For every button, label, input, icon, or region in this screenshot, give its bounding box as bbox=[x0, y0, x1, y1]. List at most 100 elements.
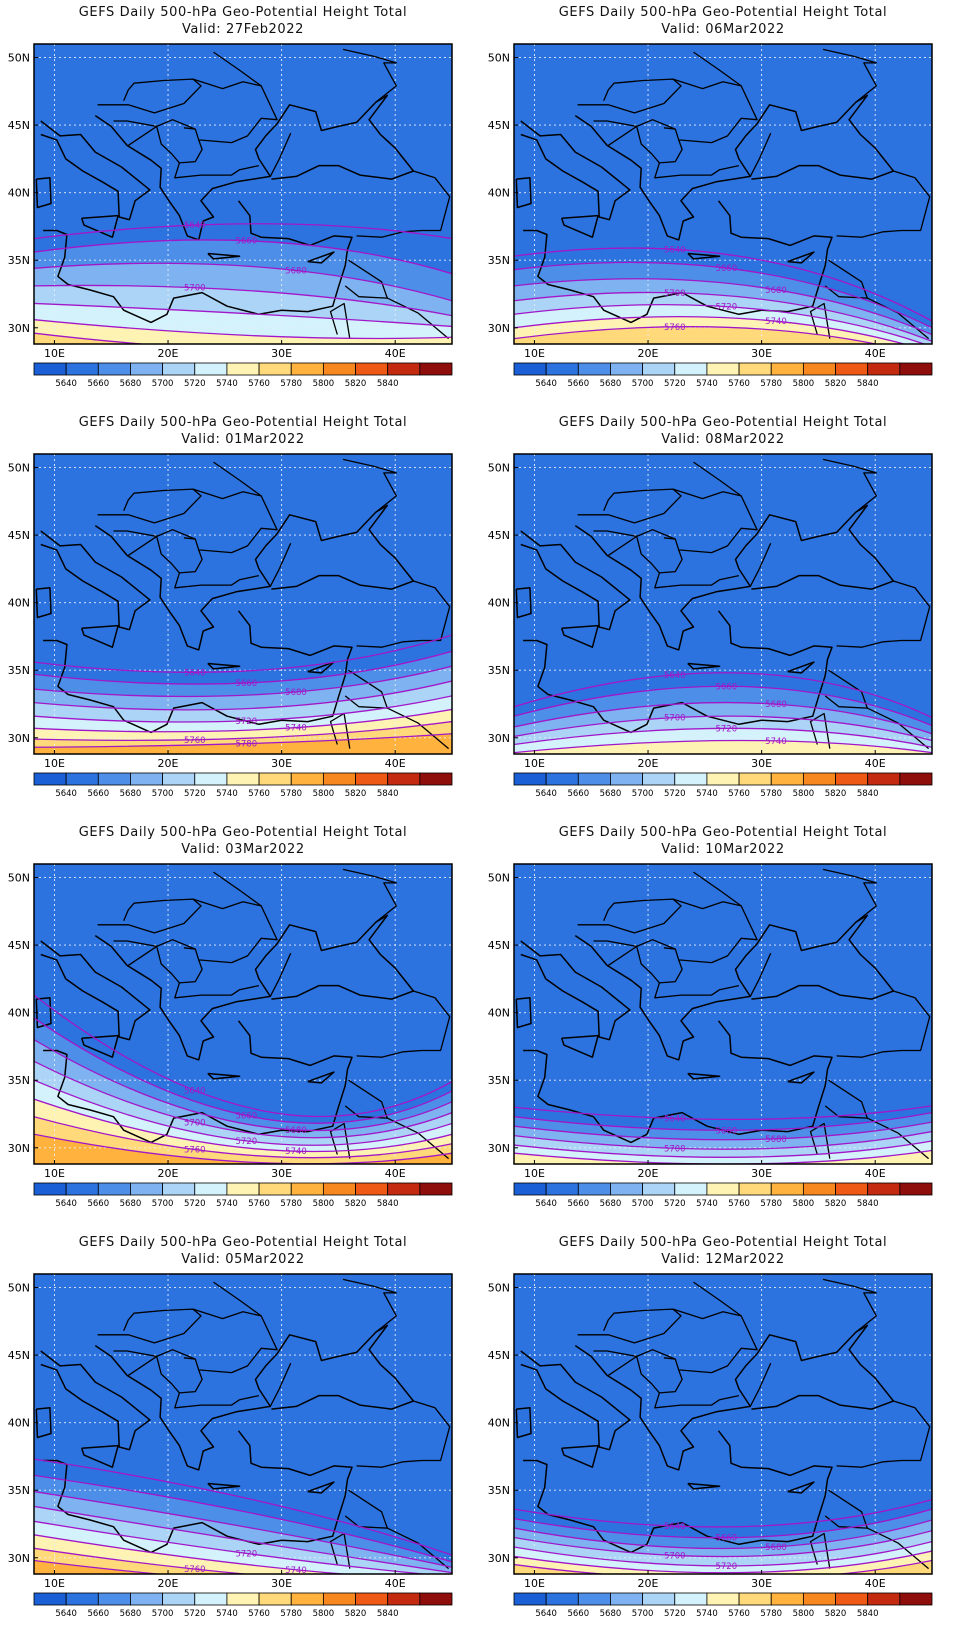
colorbar-label: 5720 bbox=[184, 1609, 206, 1619]
contour-label: 5660 bbox=[715, 1534, 737, 1544]
map-frame bbox=[513, 453, 933, 755]
colorbar-swatch bbox=[899, 1592, 933, 1606]
colorbar-swatch bbox=[642, 772, 676, 786]
colorbar-swatch bbox=[802, 362, 836, 376]
country-border bbox=[269, 952, 292, 997]
colorbar-swatch bbox=[33, 1592, 67, 1606]
colorbar-swatch bbox=[258, 362, 292, 376]
coastline bbox=[515, 997, 532, 1029]
lon-label: 10E bbox=[44, 1167, 65, 1180]
colorbar-label: 5640 bbox=[55, 1609, 77, 1619]
colorbar-label: 5680 bbox=[600, 789, 622, 799]
colorbar-label: 5680 bbox=[600, 1609, 622, 1619]
coastline bbox=[94, 1324, 415, 1471]
country-border bbox=[809, 712, 831, 749]
colorbar-label: 5640 bbox=[55, 789, 77, 799]
contour-line-5700 bbox=[514, 1530, 932, 1558]
contour-label: 5680 bbox=[765, 1543, 787, 1553]
country-border bbox=[97, 78, 202, 114]
country-border bbox=[269, 132, 292, 177]
height-map: 5720 5740 5760 50N 45N 40N 35N 30N 10E 20E 30E 40E 5… bbox=[8, 1273, 453, 1619]
colorbar-label: 5840 bbox=[857, 789, 879, 799]
colorbar-swatch bbox=[355, 362, 389, 376]
map-panel-01mar: GEFS Daily 500-hPa Geo-Potential Height … bbox=[4, 410, 482, 820]
coastline bbox=[787, 251, 815, 264]
country-border bbox=[822, 48, 877, 103]
colorbar-swatch bbox=[162, 362, 196, 376]
country-border bbox=[663, 1308, 758, 1374]
colorbar-label: 5660 bbox=[567, 789, 589, 799]
country-border bbox=[824, 1079, 868, 1119]
contour-label: 5720 bbox=[235, 717, 257, 727]
map-frame bbox=[33, 1273, 453, 1575]
colorbar-label: 5720 bbox=[664, 1609, 686, 1619]
contour-line-5700 bbox=[34, 1060, 452, 1139]
contour-label: 5720 bbox=[715, 724, 737, 734]
contour-line-5740 bbox=[514, 739, 932, 754]
coastline bbox=[523, 1020, 833, 1144]
country-border bbox=[156, 529, 203, 574]
colorbar-swatch bbox=[97, 772, 131, 786]
colorbar-label: 5680 bbox=[600, 1199, 622, 1209]
coastline bbox=[35, 997, 52, 1029]
country-border bbox=[356, 580, 451, 648]
colorbar-label: 5740 bbox=[216, 1199, 238, 1209]
coastline bbox=[560, 624, 599, 648]
country-border bbox=[836, 580, 931, 648]
contour-label: 5740 bbox=[765, 317, 787, 327]
coastline bbox=[307, 251, 335, 264]
colorbar-label: 5780 bbox=[760, 1199, 782, 1209]
country-border bbox=[824, 669, 868, 709]
contour-label: 5640 bbox=[664, 1114, 686, 1124]
colorbar-swatch bbox=[513, 362, 547, 376]
colorbar-swatch bbox=[642, 1592, 676, 1606]
colorbar-swatch bbox=[867, 1182, 901, 1196]
colorbar-swatch bbox=[322, 772, 356, 786]
colorbar-label: 5640 bbox=[55, 379, 77, 389]
colorbar-label: 5840 bbox=[377, 789, 399, 799]
panel-valid-date: Valid: 01Mar2022 bbox=[181, 432, 305, 447]
contour-label: 5660 bbox=[235, 237, 257, 247]
colorbar-swatch bbox=[738, 1182, 772, 1196]
colorbar-swatch bbox=[162, 1592, 196, 1606]
country-border bbox=[213, 1281, 262, 1317]
map-panel-06mar: GEFS Daily 500-hPa Geo-Potential Height … bbox=[484, 0, 962, 410]
coastline bbox=[560, 1034, 599, 1058]
colorbar-label: 5720 bbox=[664, 1199, 686, 1209]
country-border bbox=[749, 952, 772, 997]
country-border bbox=[387, 297, 450, 340]
country-border bbox=[156, 1349, 203, 1394]
lat-label: 30N bbox=[8, 732, 30, 745]
colorbar-swatch bbox=[706, 362, 740, 376]
panel-title: GEFS Daily 500-hPa Geo-Potential Height … bbox=[558, 1235, 888, 1250]
contour-label: 5740 bbox=[285, 1566, 307, 1576]
lon-label: 10E bbox=[524, 1577, 545, 1590]
colorbar-swatch bbox=[867, 772, 901, 786]
colorbar-swatch bbox=[577, 1592, 611, 1606]
contour-label: 5760 bbox=[184, 1565, 206, 1575]
colorbar-swatch bbox=[419, 362, 453, 376]
map-panel-08mar: GEFS Daily 500-hPa Geo-Potential Height … bbox=[484, 410, 962, 820]
contour-label: 5680 bbox=[285, 266, 307, 276]
height-map: 5640 5660 5680 5700 50N 45N 40N 35N 30N 10E 20E 30E… bbox=[488, 863, 933, 1209]
contour-line-5700 bbox=[34, 284, 452, 317]
colorbar-label: 5800 bbox=[313, 379, 335, 389]
colorbar-label: 5680 bbox=[120, 789, 142, 799]
contour-line-5680 bbox=[34, 665, 452, 698]
contour-line-5660 bbox=[34, 239, 452, 275]
lat-label: 50N bbox=[8, 872, 30, 885]
coastline bbox=[94, 914, 415, 1061]
coastline bbox=[307, 1481, 335, 1494]
contour-line-5660 bbox=[34, 1474, 452, 1563]
contour-label: 5760 bbox=[664, 323, 686, 333]
colorbar-swatch bbox=[770, 1592, 804, 1606]
colorbar-swatch bbox=[513, 1182, 547, 1196]
colorbar-swatch bbox=[258, 1182, 292, 1196]
contour-line-5740 bbox=[514, 1550, 932, 1574]
contour-line-5720 bbox=[514, 1140, 932, 1158]
colorbar-swatch bbox=[770, 772, 804, 786]
country-border bbox=[593, 530, 638, 556]
colorbar-swatch bbox=[513, 1592, 547, 1606]
contour-line-5680 bbox=[514, 701, 932, 735]
country-border bbox=[867, 707, 930, 750]
